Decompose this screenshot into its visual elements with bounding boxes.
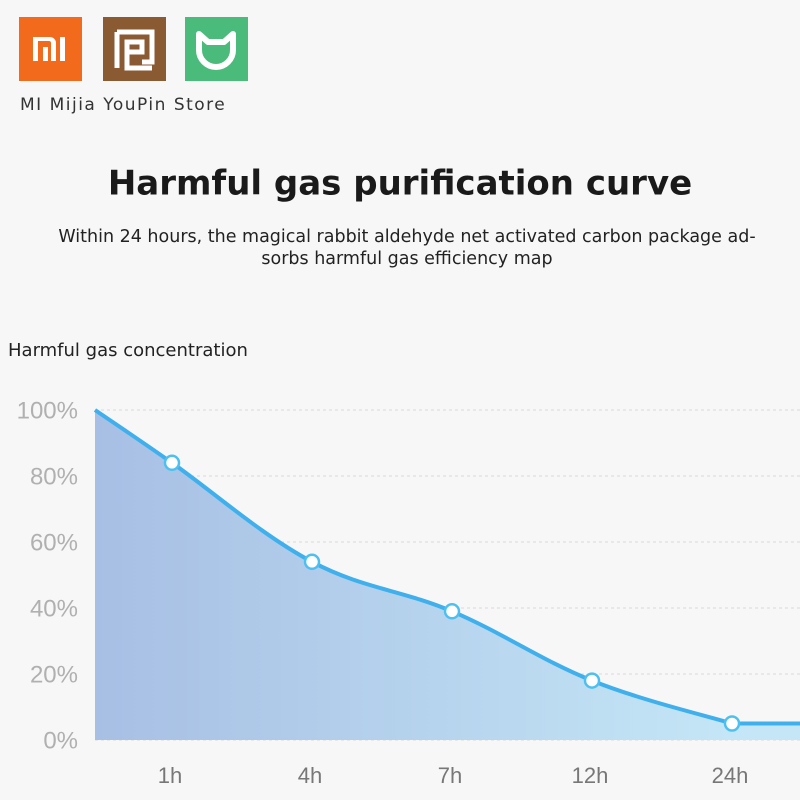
y-tick-label: 40%: [30, 595, 78, 622]
y-tick-label: 20%: [30, 661, 78, 688]
logo-mi: [19, 17, 82, 81]
x-tick-label: 1h: [158, 763, 182, 788]
x-tick-label: 12h: [572, 763, 609, 788]
x-tick-label: 24h: [712, 763, 749, 788]
point: [723, 715, 741, 732]
subtitle-line: sorbs harmful gas efficiency map: [261, 249, 552, 269]
point: [163, 454, 181, 472]
chart-title: Harmful gas purification curve: [108, 164, 692, 204]
point: [303, 553, 321, 571]
store-name: MI Mijia YouPin Store: [20, 95, 226, 115]
logo-youpin: [103, 17, 166, 81]
point: [583, 672, 601, 689]
point: [443, 603, 461, 620]
x-tick-label: 7h: [438, 763, 462, 788]
y-tick-label: 60%: [30, 529, 78, 556]
logo-mijia: [185, 17, 248, 81]
y-tick-label: 100%: [17, 397, 78, 424]
area-fill: [95, 410, 732, 740]
subtitle-line: Within 24 hours, the magical rabbit alde…: [58, 227, 755, 247]
y-axis-label: Harmful gas concentration: [8, 340, 248, 361]
y-tick-label: 0%: [43, 727, 78, 754]
x-tick-label: 4h: [298, 763, 322, 788]
area-tail: [732, 723, 800, 740]
y-tick-label: 80%: [30, 463, 78, 490]
